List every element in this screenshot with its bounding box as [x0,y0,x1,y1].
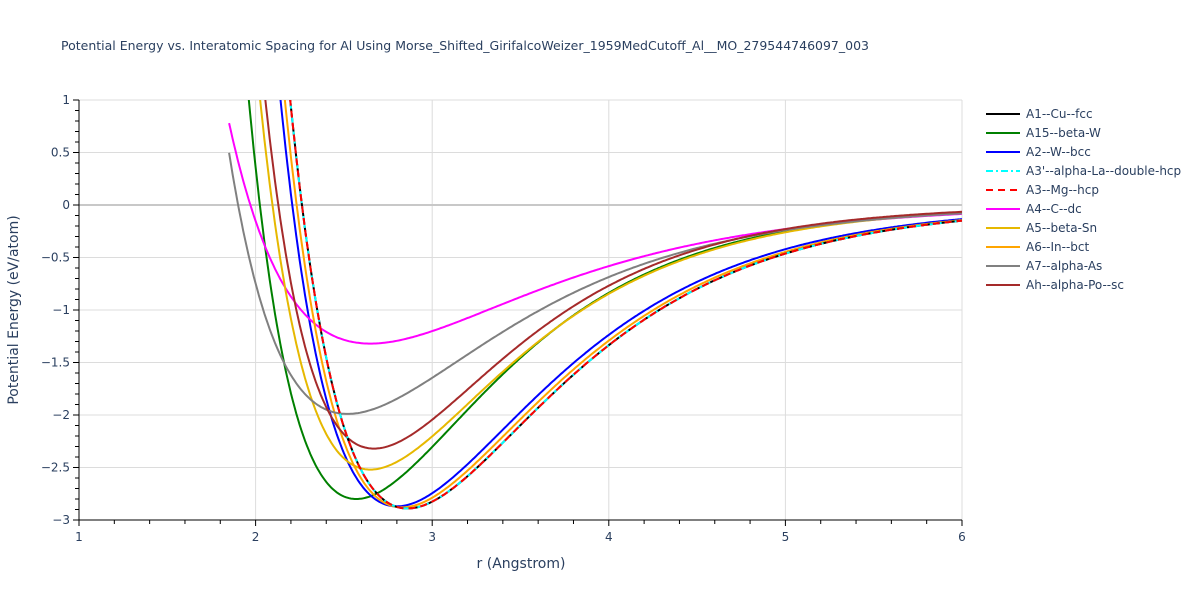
y-tick-label: −3 [52,513,70,527]
legend-line-icon [986,283,1020,286]
y-tick-label: −2.5 [41,461,70,475]
legend-label: A1--Cu--fcc [1026,106,1093,121]
legend-label: A15--beta-W [1026,125,1101,140]
legend-line-icon [986,207,1020,210]
legend-item[interactable]: A3--Mg--hcp [985,180,1181,199]
legend-item[interactable]: A7--alpha-As [985,256,1181,275]
series-line [289,100,962,510]
legend-item[interactable]: A6--In--bct [985,237,1181,256]
legend-label: A4--C--dc [1026,201,1082,216]
x-tick-label: 1 [75,530,83,544]
legend-label: A5--beta-Sn [1026,220,1098,235]
legend-item[interactable]: A1--Cu--fcc [985,104,1181,123]
legend-label: A6--In--bct [1026,239,1090,254]
y-tick-label: 1 [62,93,70,107]
legend-item[interactable]: A4--C--dc [985,199,1181,218]
series-line [283,100,962,509]
legend-line-icon [986,245,1020,248]
y-tick-label: 0.5 [51,146,70,160]
legend-label: A2--W--bcc [1026,144,1091,159]
y-axis-title: Potential Energy (eV/atom) [6,215,22,404]
legend-line-icon [986,112,1020,115]
legend-line-icon [986,169,1020,172]
series-line [289,100,962,510]
chart-title: Potential Energy vs. Interatomic Spacing… [61,38,869,53]
series-line [279,100,962,508]
y-tick-label: −1 [52,303,70,317]
grid-lines [79,99,963,520]
legend-line-icon [986,188,1020,191]
legend: A1--Cu--fcc A15--beta-W A2--W--bcc A3'--alp… [985,104,1181,294]
x-tick-label: 6 [958,530,966,544]
legend-label: A3--Mg--hcp [1026,182,1099,197]
legend-item[interactable]: A5--beta-Sn [985,218,1181,237]
legend-item[interactable]: A3'--alpha-La--double-hcp [985,161,1181,180]
x-tick-label: 5 [782,530,790,544]
y-tick-label: 0 [62,198,70,212]
y-tick-label: −1.5 [41,356,70,370]
x-tick-label: 2 [252,530,260,544]
legend-line-icon [986,131,1020,134]
legend-label: A3'--alpha-La--double-hcp [1026,163,1182,178]
legend-item[interactable]: Ah--alpha-Po--sc [985,275,1181,294]
series-line [264,100,962,450]
series-line [247,100,962,500]
series-line [228,152,962,415]
legend-label: A7--alpha-As [1026,258,1103,273]
series-line [289,100,962,510]
legend-item[interactable]: A15--beta-W [985,123,1181,142]
x-axis-title: r (Angstrom) [477,556,566,572]
legend-item[interactable]: A2--W--bcc [985,142,1181,161]
curves [228,100,962,510]
x-tick-label: 4 [605,530,613,544]
y-tick-label: −0.5 [41,251,70,265]
legend-label: Ah--alpha-Po--sc [1026,277,1124,292]
x-tick-label: 3 [428,530,436,544]
axes: 1 2 3 4 5 6 1 0.5 0 −0.5 −1 −1.5 −2 −2.5 −3 [41,93,966,544]
legend-line-icon [986,150,1020,153]
legend-line-icon [986,226,1020,229]
y-tick-label: −2 [52,408,70,422]
legend-line-icon [986,264,1020,267]
